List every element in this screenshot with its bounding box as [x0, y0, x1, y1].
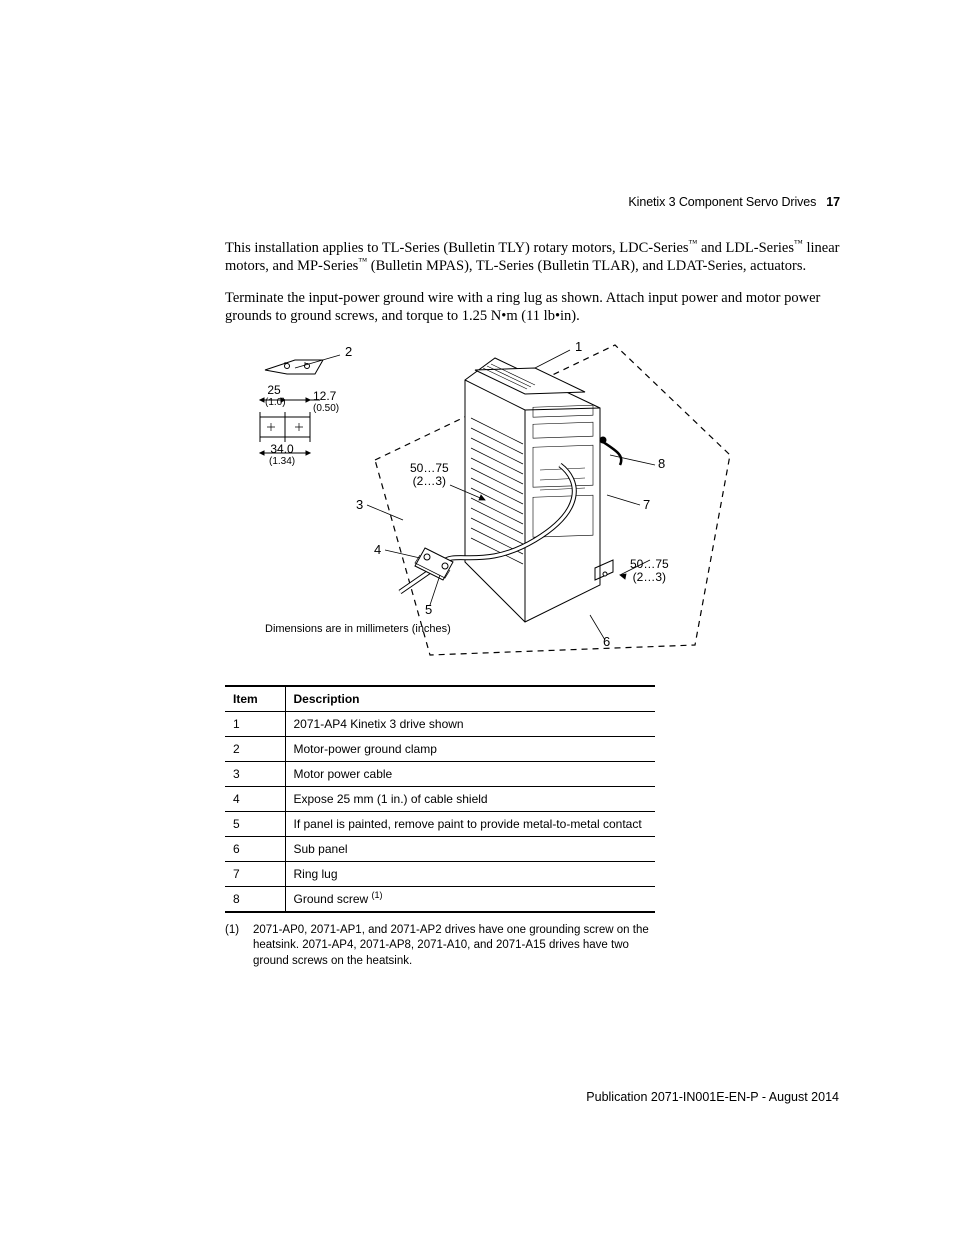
td-item: 2	[225, 736, 285, 761]
dim-range-right-mm: 50…75	[630, 558, 669, 571]
td-desc: Sub panel	[285, 836, 655, 861]
td-desc: Motor-power ground clamp	[285, 736, 655, 761]
dim-25-mm: 25	[265, 384, 283, 397]
table-row: 2 Motor-power ground clamp	[225, 736, 655, 761]
td-item: 6	[225, 836, 285, 861]
table-row: 8 Ground screw (1)	[225, 886, 655, 912]
table-row: 1 2071-AP4 Kinetix 3 drive shown	[225, 711, 655, 736]
dim-34-mm: 34.0	[269, 443, 295, 456]
page-number: 17	[826, 195, 840, 209]
table-row: 6 Sub panel	[225, 836, 655, 861]
dim-range-left-in: (2…3)	[410, 475, 449, 488]
table-row: 4 Expose 25 mm (1 in.) of cable shield	[225, 786, 655, 811]
th-item: Item	[225, 686, 285, 712]
tm-2: ™	[794, 238, 803, 248]
dim-range-right-in: (2…3)	[630, 571, 669, 584]
dim-range-right: 50…75 (2…3)	[630, 558, 669, 584]
header-title: Kinetix 3 Component Servo Drives	[628, 195, 816, 209]
dim-range-left: 50…75 (2…3)	[410, 462, 449, 488]
p1-span-a: This installation applies to TL-Series (…	[225, 240, 689, 256]
td-item: 5	[225, 811, 285, 836]
td-item: 4	[225, 786, 285, 811]
figure-wiring-diagram: 2 1 3 4 5 6 7 8 25 (1.0) 12.7 (0.50) 34.…	[225, 340, 840, 665]
callout-7: 7	[643, 498, 650, 512]
td-item: 1	[225, 711, 285, 736]
td-item: 3	[225, 761, 285, 786]
paragraph-2: Terminate the input-power ground wire wi…	[225, 289, 840, 325]
td-desc: Ground screw (1)	[285, 886, 655, 912]
td-desc-text: Ground screw	[294, 892, 372, 906]
td-desc: Expose 25 mm (1 in.) of cable shield	[285, 786, 655, 811]
dim-127: 12.7 (0.50)	[313, 390, 339, 414]
callout-6: 6	[603, 635, 610, 649]
callout-5: 5	[425, 603, 432, 617]
table-header-row: Item Description	[225, 686, 655, 712]
table-row: 7 Ring lug	[225, 861, 655, 886]
p1-span-b: and LDL-Series	[697, 240, 794, 256]
dim-34-in: (1.34)	[269, 456, 295, 467]
paragraph-1: This installation applies to TL-Series (…	[225, 239, 840, 275]
item-description-table: Item Description 1 2071-AP4 Kinetix 3 dr…	[225, 685, 840, 913]
dim-25-in: (1.0)	[265, 397, 283, 408]
page-content: Kinetix 3 Component Servo Drives 17 This…	[225, 195, 840, 969]
footnote-marker: (1)	[225, 923, 253, 970]
table-row: 3 Motor power cable	[225, 761, 655, 786]
callout-2: 2	[345, 345, 352, 359]
dim-127-mm: 12.7	[313, 390, 339, 403]
p1-span-d: (Bulletin MPAS), TL-Series (Bulletin TLA…	[367, 258, 806, 274]
td-desc: If panel is painted, remove paint to pro…	[285, 811, 655, 836]
publication-footer: Publication 2071-IN001E-EN-P - August 20…	[586, 1090, 839, 1104]
dim-25: 25 (1.0)	[265, 384, 283, 408]
callout-3: 3	[356, 498, 363, 512]
tm-3: ™	[358, 256, 367, 266]
callout-4: 4	[374, 543, 381, 557]
table-row: 5 If panel is painted, remove paint to p…	[225, 811, 655, 836]
footnote-text: 2071-AP0, 2071-AP1, and 2071-AP2 drives …	[253, 923, 653, 970]
td-desc: 2071-AP4 Kinetix 3 drive shown	[285, 711, 655, 736]
td-item: 7	[225, 861, 285, 886]
footnote: (1) 2071-AP0, 2071-AP1, and 2071-AP2 dri…	[225, 923, 840, 970]
dim-127-in: (0.50)	[313, 403, 339, 414]
page-header: Kinetix 3 Component Servo Drives 17	[225, 195, 840, 209]
td-desc: Ring lug	[285, 861, 655, 886]
dim-34: 34.0 (1.34)	[269, 443, 295, 467]
th-desc: Description	[285, 686, 655, 712]
td-desc: Motor power cable	[285, 761, 655, 786]
dim-range-left-mm: 50…75	[410, 462, 449, 475]
footnote-marker-inline: (1)	[372, 890, 383, 900]
dimensions-note: Dimensions are in millimeters (inches)	[265, 623, 451, 635]
callout-8: 8	[658, 457, 665, 471]
callout-1: 1	[575, 340, 582, 354]
td-item: 8	[225, 886, 285, 912]
